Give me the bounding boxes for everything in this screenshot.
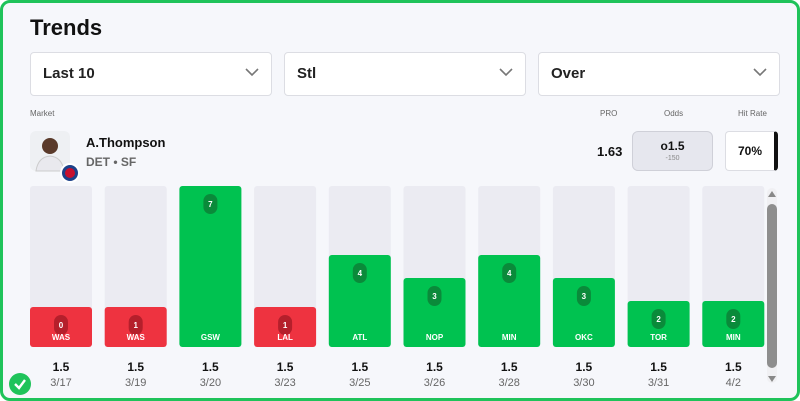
player-team: DET • SF	[86, 155, 137, 169]
bar	[179, 186, 242, 347]
value-bubble	[203, 194, 218, 214]
hit-rate: 70%	[725, 131, 778, 171]
value-label: 0	[59, 321, 64, 330]
value-bubble	[54, 315, 68, 335]
dropdown-label: Last 10	[43, 65, 95, 82]
value-bubble	[278, 315, 293, 335]
line-label: 1.5	[725, 360, 742, 374]
scrollbar-thumb[interactable]	[767, 204, 777, 368]
value-label: 3	[432, 292, 437, 301]
player-avatar	[30, 131, 80, 183]
chevron	[753, 68, 767, 77]
line-label: 1.5	[576, 360, 593, 374]
scroll-down[interactable]	[768, 376, 776, 382]
date-label: 3/28	[498, 377, 519, 389]
odds-price: -150	[665, 155, 680, 162]
opponent-label: WAS	[52, 333, 71, 342]
line-label: 1.5	[202, 360, 219, 374]
bar-background	[104, 186, 167, 347]
date-label: 3/17	[50, 377, 71, 389]
value-bubble	[651, 309, 666, 329]
opponent-label: NOP	[426, 333, 444, 342]
value-label: 7	[208, 200, 213, 209]
value-label: 2	[656, 315, 661, 324]
line-label: 1.5	[127, 360, 144, 374]
opponent-label: MIN	[502, 333, 517, 342]
value-bubble	[352, 263, 367, 283]
value-bubble	[128, 315, 143, 335]
column-label: Market	[30, 109, 55, 118]
opponent-label: LAL	[277, 333, 293, 342]
line-label: 1.5	[501, 360, 518, 374]
line-label: 1.5	[53, 360, 70, 374]
dropdown[interactable]: Over	[538, 52, 780, 96]
bar	[328, 255, 391, 347]
bar-background	[254, 186, 317, 347]
opponent-label: GSW	[201, 333, 221, 342]
date-label: 3/31	[648, 377, 669, 389]
value-bubble	[427, 286, 442, 306]
line-label: 1.5	[277, 360, 294, 374]
column-label: Hit Rate	[738, 109, 767, 118]
column-label: PRO	[600, 109, 618, 118]
chart: 0 WAS 1.5 3/17 1 WAS 1.5 3/19 7 GSW 1.5 3/20 1 LAL 1.5…	[30, 186, 777, 389]
bar-background	[30, 186, 92, 347]
value-bubble	[502, 263, 517, 283]
date-label: 3/19	[125, 377, 146, 389]
chevron	[245, 68, 259, 77]
value-label: 4	[358, 269, 363, 278]
opponent-label: TOR	[650, 333, 667, 342]
chevron	[499, 68, 513, 77]
column-label: Odds	[664, 109, 684, 118]
value-label: 1	[133, 321, 138, 330]
status-icon	[9, 373, 31, 395]
title: Trends	[30, 15, 103, 40]
odds-button[interactable]: o1.5 -150	[632, 131, 713, 171]
bar	[478, 255, 541, 347]
date-label: 3/25	[349, 377, 370, 389]
value-label: 4	[507, 269, 512, 278]
dropdown-label: Over	[551, 65, 586, 82]
opponent-label: ATL	[352, 333, 367, 342]
odds-line: o1.5	[660, 139, 685, 153]
value-label: 1	[283, 321, 288, 330]
scroll-up[interactable]	[768, 191, 776, 197]
line-label: 1.5	[426, 360, 443, 374]
date-label: 4/2	[726, 377, 741, 389]
opponent-label: MIN	[726, 333, 741, 342]
value-bubble	[576, 286, 591, 306]
date-label: 3/23	[274, 377, 295, 389]
dropdown[interactable]: Last 10	[30, 52, 272, 96]
line-label: 1.5	[351, 360, 368, 374]
bar	[403, 278, 466, 347]
bar	[552, 278, 615, 347]
dropdown-label: Stl	[297, 65, 317, 82]
opponent-label: OKC	[575, 333, 593, 342]
opponent-label: WAS	[127, 333, 146, 342]
value-label: 2	[731, 315, 736, 324]
date-label: 3/26	[424, 377, 445, 389]
value-bubble	[726, 309, 741, 329]
date-label: 3/20	[200, 377, 221, 389]
dropdown[interactable]: Stl	[284, 52, 526, 96]
value-label: 3	[582, 292, 587, 301]
line-label: 1.5	[650, 360, 667, 374]
date-label: 3/30	[573, 377, 594, 389]
player-name: A.Thompson	[86, 135, 166, 150]
pro-value: 1.63	[597, 144, 623, 159]
